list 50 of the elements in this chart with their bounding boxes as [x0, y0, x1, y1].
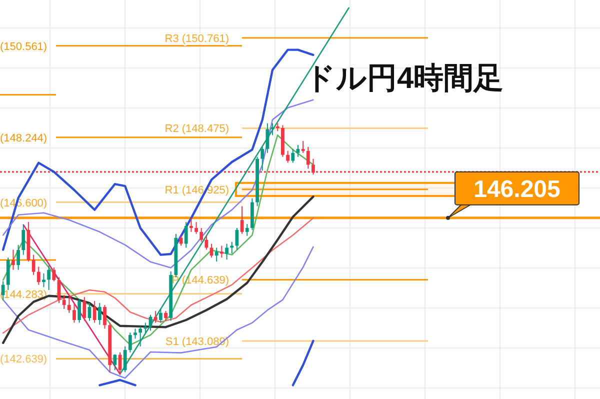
candlestick [32, 254, 36, 276]
candlestick [16, 244, 20, 270]
ref-line-label: R3 (150.761) [164, 32, 229, 45]
candlestick [134, 328, 137, 340]
candlestick [138, 326, 142, 347]
candlestick [82, 296, 86, 322]
candlestick [189, 218, 193, 232]
ref-line-label: (150.561) [0, 40, 48, 53]
ref-line-label: R2 (148.475) [164, 123, 229, 136]
ref-line-label: (142.639) [0, 354, 48, 366]
candlestick [200, 227, 204, 242]
candlestick [67, 296, 71, 314]
candlestick [235, 227, 239, 250]
candlestick [52, 266, 56, 282]
candlestick [12, 249, 15, 270]
text: ドル円4時間足 [305, 62, 504, 95]
candlestick [164, 310, 168, 322]
price-label: 146.205 [446, 171, 580, 220]
candlestick [72, 302, 76, 324]
candlestick [103, 304, 106, 330]
candlestick [78, 298, 82, 324]
candlestick [210, 243, 214, 258]
candlestick [301, 140, 305, 154]
candlestick [36, 266, 40, 286]
candlestick [204, 235, 208, 250]
candlestick [214, 247, 218, 262]
ref-line-label: (148.244) [0, 132, 48, 144]
candlestick [22, 224, 26, 256]
candlestick [113, 354, 117, 371]
candlestick [260, 146, 264, 172]
candlestick [154, 310, 158, 324]
ref-line-label: 146.205 [474, 176, 560, 203]
candlestick [62, 294, 66, 310]
candlestick [42, 272, 46, 288]
candlestick [47, 264, 51, 290]
candlestick [184, 222, 188, 248]
candlestick [98, 302, 102, 326]
candlestick [245, 223, 249, 236]
candlestick [158, 308, 162, 324]
candlestick [291, 148, 295, 164]
candlestick [194, 222, 198, 234]
candlestick [144, 322, 148, 334]
candlestick [128, 332, 132, 353]
candlestick [306, 146, 310, 170]
candlestick [230, 241, 234, 254]
candlestick [286, 150, 290, 164]
candlestick [220, 245, 224, 258]
candlestick [123, 346, 127, 373]
candlestick [225, 243, 228, 260]
candlestick [92, 300, 96, 324]
